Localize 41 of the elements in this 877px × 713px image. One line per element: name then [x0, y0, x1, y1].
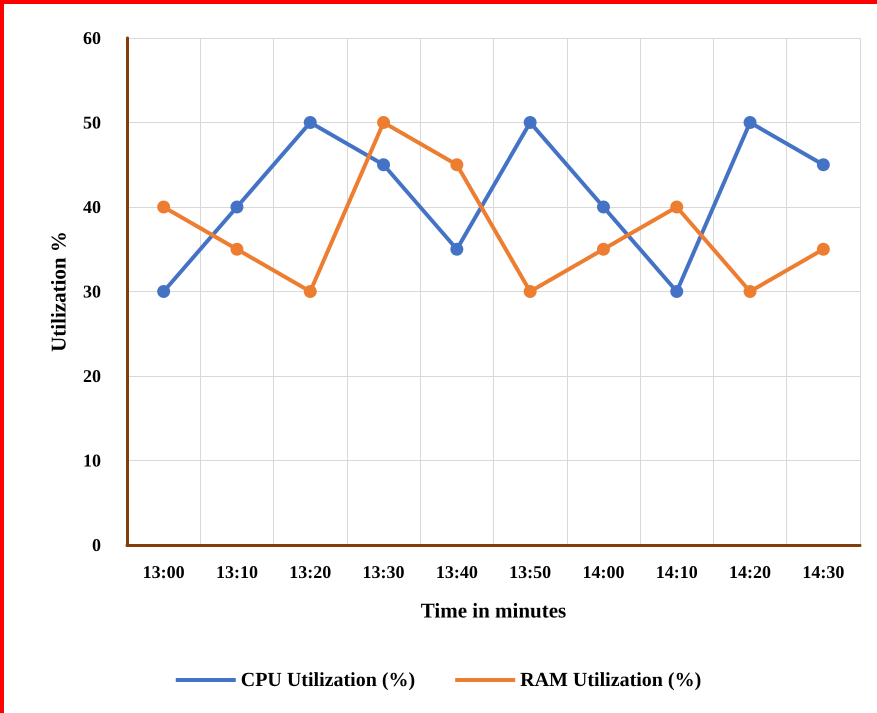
x-tick-label: 14:00: [582, 562, 624, 582]
point: [816, 242, 830, 256]
x-tick-label: 13:30: [362, 562, 405, 582]
y-axis-title: Utilization %: [46, 231, 70, 352]
y-tick-label: 50: [83, 112, 101, 132]
point: [157, 285, 170, 298]
point: [304, 116, 317, 129]
y-tick-label: 10: [83, 450, 101, 470]
point: [670, 285, 684, 298]
point: [744, 285, 757, 298]
point: [744, 116, 757, 129]
legend-label: CPU Utilization (%): [240, 669, 416, 691]
point: [670, 200, 684, 214]
x-axis-title: Time in minutes: [420, 598, 566, 622]
point: [230, 200, 244, 214]
point: [524, 116, 537, 129]
point: [157, 200, 170, 214]
y-tick-label: 0: [92, 535, 101, 555]
point: [304, 285, 317, 298]
point: [450, 242, 464, 256]
point: [816, 158, 830, 172]
point: [230, 242, 244, 256]
point: [596, 242, 610, 256]
x-tick-label: 13:10: [216, 562, 258, 582]
x-tick-label: 13:20: [289, 562, 332, 582]
y-tick-label: 20: [83, 366, 101, 386]
point: [524, 285, 537, 298]
x-tick-label: 14:10: [656, 562, 698, 582]
point: [377, 158, 390, 172]
x-tick-label: 13:00: [142, 562, 185, 582]
y-tick-label: 60: [83, 28, 101, 48]
x-tick-label: 14:30: [802, 562, 844, 582]
point: [377, 116, 390, 129]
x-tick-label: 13:50: [509, 562, 552, 582]
y-tick-label: 40: [83, 197, 101, 217]
x-tick-label: 13:40: [436, 562, 478, 582]
legend-label: RAM Utilization (%): [520, 669, 702, 691]
point: [596, 200, 610, 214]
x-tick-label: 14:20: [729, 562, 772, 582]
point: [450, 158, 464, 172]
y-tick-label: 30: [83, 282, 101, 302]
